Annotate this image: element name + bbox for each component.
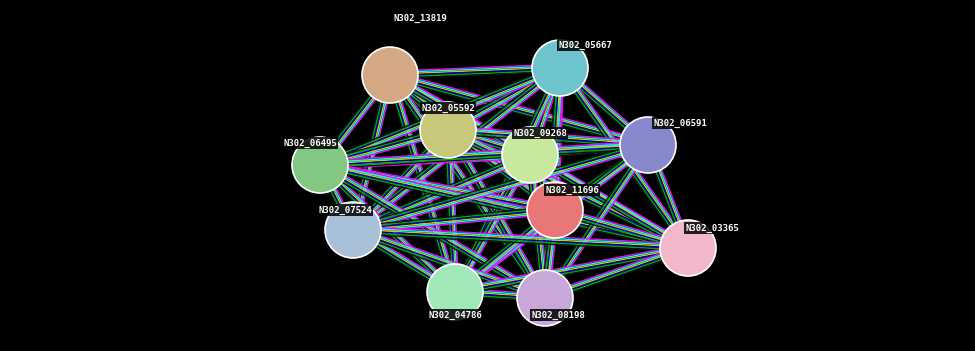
Circle shape [420,102,476,158]
Circle shape [427,264,483,320]
Circle shape [362,47,418,103]
Text: N302_06591: N302_06591 [653,118,707,127]
Text: N302_03365: N302_03365 [685,224,739,233]
Circle shape [325,202,381,258]
Text: N302_05592: N302_05592 [421,104,475,113]
Circle shape [620,117,676,173]
Circle shape [532,40,588,96]
Text: N302_08198: N302_08198 [531,310,585,319]
Circle shape [502,127,558,183]
Text: N302_07524: N302_07524 [318,205,371,214]
Text: N302_13819: N302_13819 [393,13,447,22]
Text: N302_09268: N302_09268 [513,128,566,138]
Text: N302_04786: N302_04786 [428,310,482,319]
Text: N302_11696: N302_11696 [545,185,599,194]
Text: N302_05667: N302_05667 [558,40,612,49]
Circle shape [517,270,573,326]
Text: N302_06495: N302_06495 [283,138,337,147]
Circle shape [527,182,583,238]
Circle shape [292,137,348,193]
Circle shape [660,220,716,276]
